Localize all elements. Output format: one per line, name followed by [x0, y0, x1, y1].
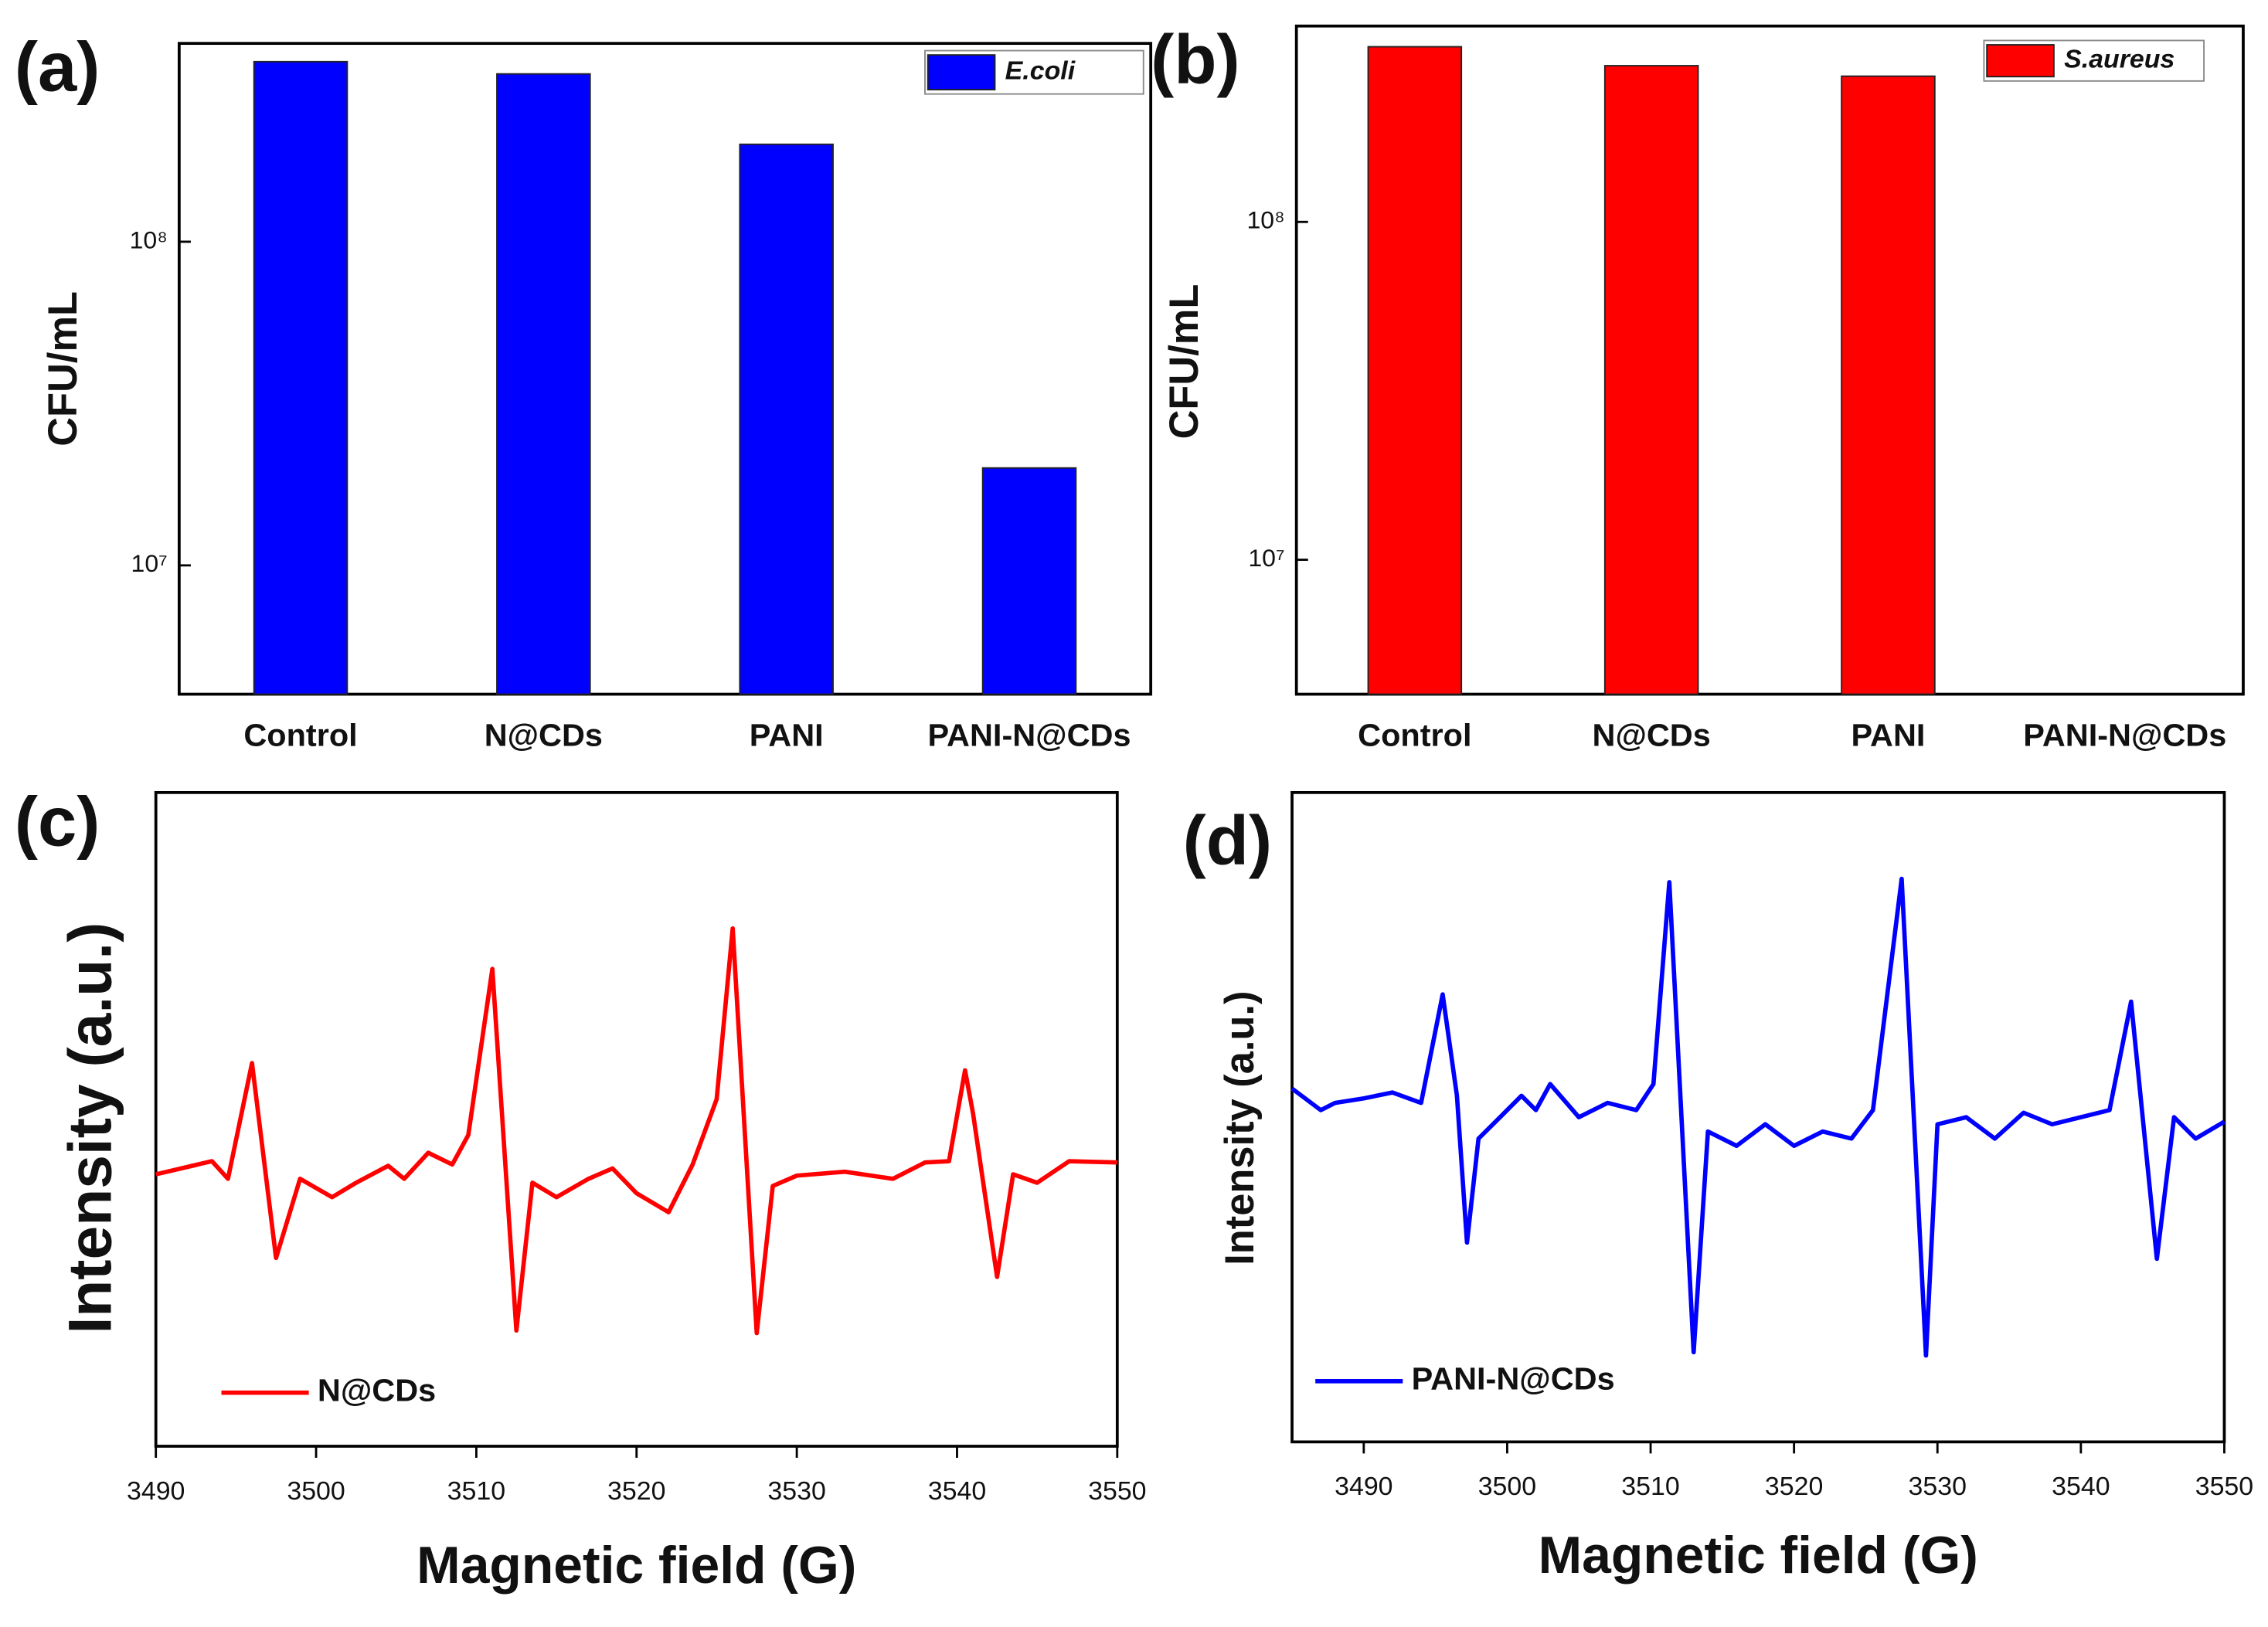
x-tick-label: 3510 — [1621, 1472, 1679, 1501]
x-tick-label: 3530 — [1909, 1472, 1967, 1501]
bar — [496, 73, 591, 695]
x-tick-label: N@CDs — [485, 718, 603, 753]
y-tick-label: 10⁷ — [131, 549, 168, 577]
y-axis-title: CFU/mL — [40, 291, 86, 447]
x-tick-label: 3490 — [1335, 1472, 1392, 1501]
x-tick-label: PANI-N@CDs — [927, 718, 1131, 753]
panel-label: (d) — [1183, 802, 1273, 880]
legend-swatch — [1986, 44, 2055, 78]
x-tick-label: PANI — [1851, 718, 1925, 753]
x-tick-label: Control — [243, 718, 357, 753]
bar — [981, 467, 1077, 695]
x-tick-label: 3520 — [1765, 1472, 1823, 1501]
panel-label: (c) — [15, 783, 100, 861]
x-tick-label: 3540 — [928, 1476, 986, 1506]
plot-frame — [1290, 790, 2226, 1444]
line-series — [1290, 876, 2225, 1358]
x-tick-label: Control — [1358, 718, 1471, 753]
y-tick-label: 10⁸ — [1246, 206, 1284, 234]
legend-label: S.aureus — [2064, 45, 2174, 74]
bar — [1603, 65, 1699, 695]
x-axis-title: Magnetic field (G) — [417, 1537, 856, 1595]
legend-label: E.coli — [1005, 56, 1076, 86]
x-tick-label: PANI — [750, 718, 824, 753]
panel-label: (b) — [1151, 21, 1240, 99]
x-tick-label: 3500 — [287, 1476, 345, 1506]
plot-frame — [1294, 24, 2245, 696]
y-tick-label: 10⁷ — [1248, 544, 1284, 572]
y-axis-title: Intensity (a.u.) — [1217, 991, 1263, 1265]
x-tick-label: 3530 — [767, 1476, 825, 1506]
bar — [1841, 75, 1936, 695]
bar — [253, 60, 349, 695]
x-tick-label: 3540 — [2052, 1472, 2110, 1501]
x-tick-label: PANI-N@CDs — [2023, 718, 2226, 753]
y-axis-title: Intensity (a.u.) — [56, 922, 124, 1334]
legend-label: PANI-N@CDs — [1412, 1361, 1615, 1397]
legend-swatch — [927, 54, 996, 91]
legend-label: N@CDs — [318, 1373, 436, 1408]
y-tick-label: 10⁸ — [130, 226, 168, 253]
line-series — [155, 926, 1117, 1336]
bar — [739, 143, 834, 695]
plot-frame — [177, 42, 1153, 696]
x-tick-label: 3490 — [127, 1476, 185, 1506]
bar — [1367, 46, 1463, 695]
x-tick-label: 3500 — [1478, 1472, 1536, 1501]
x-tick-label: 3520 — [607, 1476, 665, 1506]
x-axis-title: Magnetic field (G) — [1539, 1527, 1978, 1585]
panel-label: (a) — [15, 29, 100, 107]
x-tick-label: 3550 — [2195, 1472, 2253, 1501]
x-tick-label: 3550 — [1088, 1476, 1146, 1506]
y-axis-title: CFU/mL — [1161, 284, 1207, 440]
x-tick-label: N@CDs — [1593, 718, 1711, 753]
x-tick-label: 3510 — [447, 1476, 505, 1506]
